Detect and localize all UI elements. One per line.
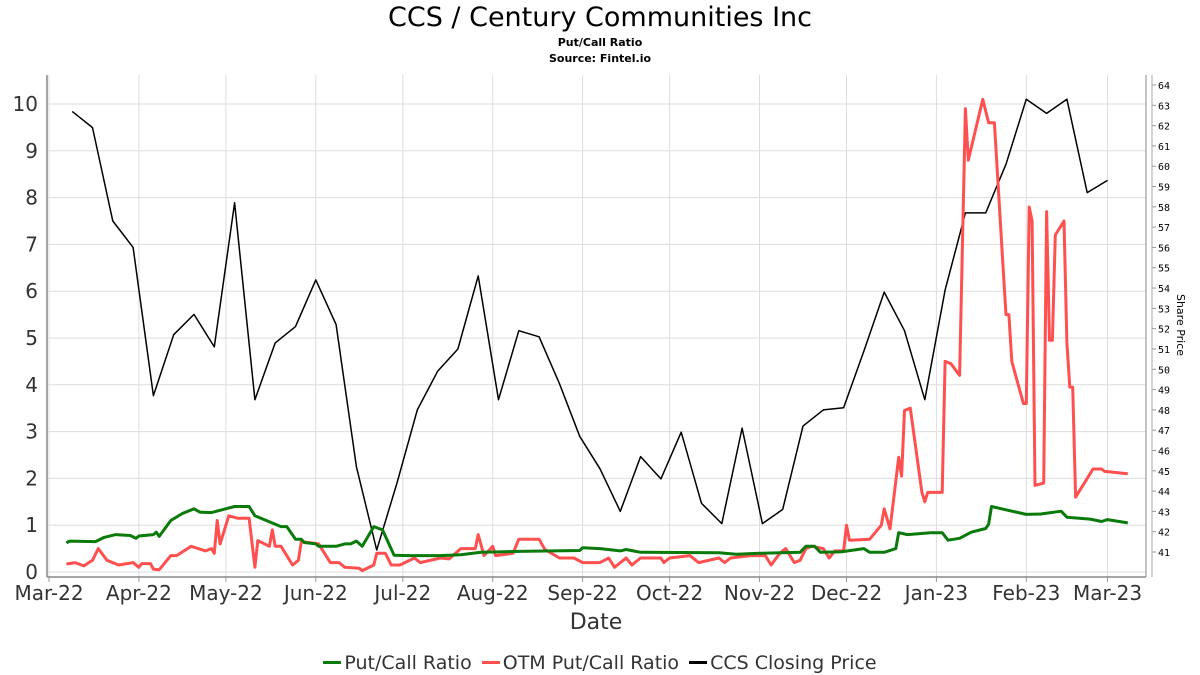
legend-label: CCS Closing Price [710, 651, 877, 674]
x-tick-label: Jun-22 [282, 581, 348, 605]
chart-title: CCS / Century Communities Inc [387, 2, 812, 33]
y-tick-label: 4 [25, 373, 38, 397]
legend-item-closing-price: CCS Closing Price [685, 651, 877, 674]
y2-tick-label: 62 [1158, 122, 1170, 133]
x-tick-label: Mar-23 [1073, 581, 1142, 605]
legend-label: Put/Call Ratio [344, 651, 472, 674]
y2-tick-label: 50 [1158, 365, 1170, 376]
y-tick-label: 0 [25, 560, 38, 584]
legend: Put/Call Ratio OTM Put/Call Ratio CCS Cl… [0, 647, 1200, 674]
y-tick-label: 1 [25, 513, 38, 537]
y2-tick-label: 52 [1158, 325, 1170, 336]
y2-tick-label: 42 [1158, 528, 1170, 539]
x-tick-label: Dec-22 [811, 581, 882, 605]
y-tick-label: 2 [25, 466, 38, 490]
y-tick-label: 9 [25, 139, 38, 163]
x-tick-label: Oct-22 [636, 581, 703, 605]
legend-label: OTM Put/Call Ratio [502, 651, 680, 674]
x-tick-label: May-22 [189, 581, 263, 605]
legend-swatch [689, 661, 708, 664]
y2-tick-label: 48 [1158, 406, 1170, 417]
x-tick-label: Nov-22 [724, 581, 795, 605]
x-tick-label: Apr-22 [106, 581, 172, 605]
y2-tick-label: 55 [1158, 264, 1170, 275]
y2-tick-label: 56 [1158, 243, 1170, 254]
y2-tick-label: 59 [1158, 183, 1170, 194]
grid [47, 75, 1146, 577]
x-axis-label: Date [570, 610, 623, 635]
y2-tick-label: 43 [1158, 507, 1170, 518]
x-tick-label: Feb-23 [992, 581, 1060, 605]
y-tick-label: 5 [25, 326, 38, 350]
y2-tick-label: 60 [1158, 162, 1170, 173]
series-line-otm-put-call-ratio [66, 97, 1128, 573]
x-tick-label: Jul-22 [372, 581, 431, 605]
y-tick-label: 3 [25, 420, 38, 444]
x-tick-label: Mar-22 [14, 581, 83, 605]
y2-tick-label: 61 [1158, 142, 1170, 153]
y-tick-label: 7 [25, 232, 38, 256]
y-tick-label: 6 [25, 279, 38, 303]
legend-item-otm-put-call: OTM Put/Call Ratio [478, 652, 679, 674]
y2-tick-label: 45 [1158, 467, 1170, 478]
series-group [65, 97, 1129, 573]
legend-item-put-call: Put/Call Ratio [323, 651, 472, 674]
y2-axis-label: Share Price [1174, 294, 1187, 356]
y2-tick-label: 58 [1158, 203, 1170, 214]
x-tick-label: Sep-22 [547, 581, 617, 605]
y2-tick-label: 51 [1158, 345, 1170, 356]
x-tick-label: Aug-22 [457, 581, 529, 605]
y2-tick-label: 47 [1158, 426, 1170, 437]
y2-tick-label: 49 [1158, 386, 1170, 397]
y2-tick-label: 41 [1158, 548, 1170, 559]
y-tick-label: 10 [13, 92, 38, 116]
series-line-ccs-closing-price [71, 98, 1108, 551]
y-tick-label: 8 [25, 186, 38, 210]
y2-tick-label: 46 [1158, 446, 1170, 457]
y2-tick-label: 63 [1158, 101, 1170, 112]
y2-tick-label: 44 [1158, 487, 1170, 498]
chart-subtitle: Put/Call Ratio [557, 36, 643, 49]
chart-source: Source: Fintel.io [548, 52, 652, 65]
y2-tick-label: 53 [1158, 304, 1170, 315]
y2-tick-label: 64 [1158, 81, 1170, 92]
legend-swatch [323, 661, 342, 664]
legend-swatch [481, 661, 500, 664]
y2-tick-label: 54 [1158, 284, 1170, 295]
x-tick-label: Jan-23 [903, 581, 969, 605]
series-line-put-call-ratio [65, 505, 1129, 558]
y2-tick-label: 57 [1158, 223, 1170, 234]
